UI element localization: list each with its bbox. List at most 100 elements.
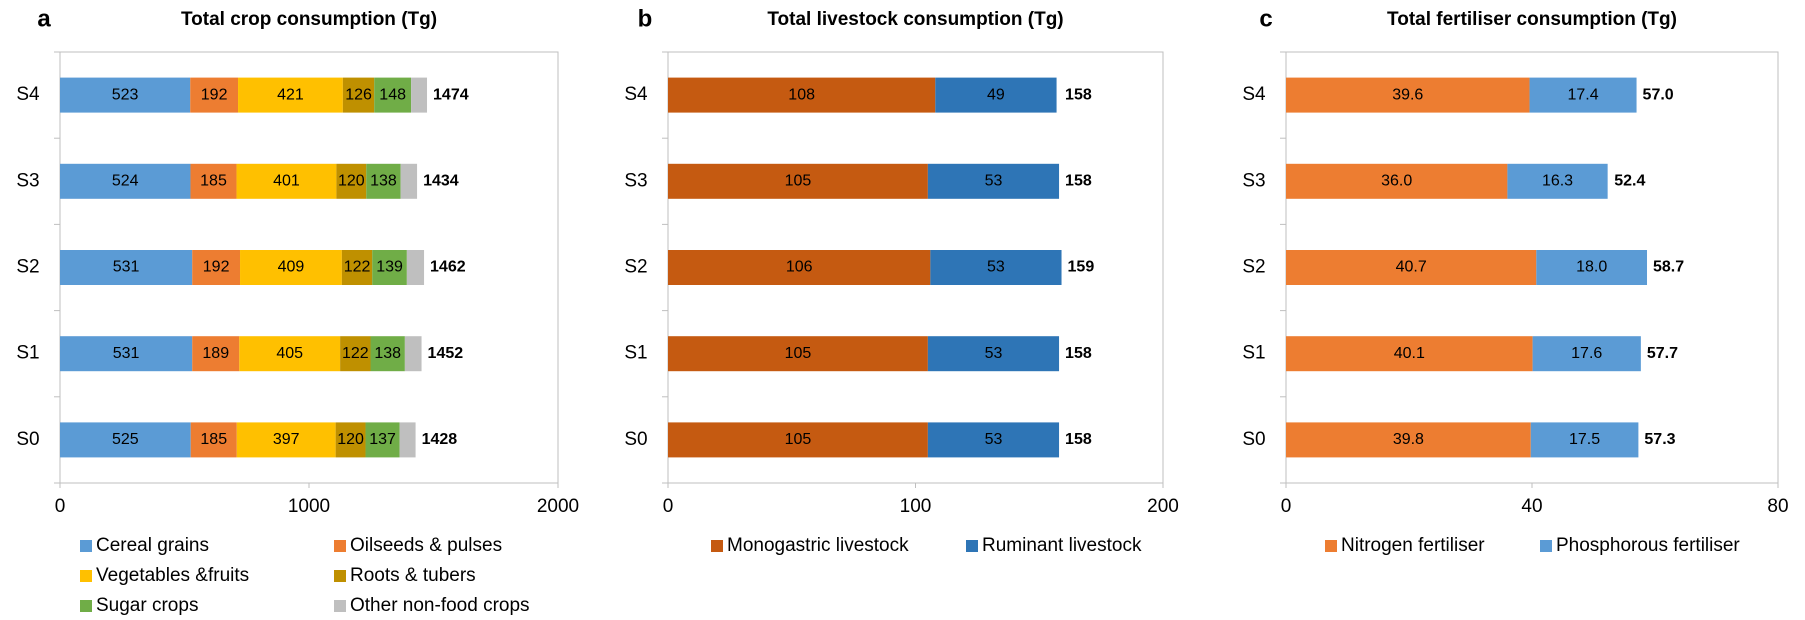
legend-label: Monogastric livestock [727, 535, 909, 556]
data-label: 36.0 [1381, 173, 1412, 190]
bar-segment [1532, 336, 1641, 372]
data-label: 53 [985, 173, 1003, 190]
bar-segment [1286, 422, 1531, 458]
x-tick-label: 0 [1281, 496, 1292, 517]
bar-segment [1286, 250, 1537, 285]
bar-segment [341, 250, 373, 285]
y-tick-label: S2 [1242, 257, 1265, 278]
total-label: 1474 [433, 86, 469, 103]
y-tick-label: S1 [1242, 343, 1265, 364]
data-label: 122 [342, 345, 369, 362]
total-label: 158 [1065, 86, 1092, 103]
legend-swatch [711, 540, 723, 552]
data-label: 397 [273, 431, 300, 448]
bar-segment [240, 250, 342, 285]
bar-segment [1286, 336, 1533, 372]
total-label: 158 [1065, 345, 1092, 362]
bar-segment [365, 422, 400, 458]
data-label: 409 [278, 259, 305, 276]
legend-label: Oilseeds & pulses [350, 535, 502, 556]
chart-title: Total fertiliser consumption (Tg) [1387, 9, 1677, 30]
data-label: 189 [202, 345, 229, 362]
data-label: 523 [112, 86, 139, 103]
bar-segment [927, 422, 1060, 458]
bar-segment [340, 336, 371, 372]
y-tick-label: S3 [624, 170, 647, 191]
data-label: 106 [786, 259, 813, 276]
y-tick-label: S1 [16, 343, 39, 364]
data-label: 53 [985, 345, 1003, 362]
bar-segment [374, 77, 412, 113]
chart-title: Total livestock consumption (Tg) [767, 9, 1063, 30]
data-label: 120 [337, 431, 364, 448]
bar-segment [236, 163, 337, 199]
data-label: 39.6 [1392, 86, 1423, 103]
legend-swatch [1325, 540, 1337, 552]
x-tick-label: 1000 [288, 496, 330, 517]
total-label: 57.0 [1643, 86, 1674, 103]
y-tick-label: S4 [1242, 84, 1266, 105]
bar-segment [336, 163, 367, 199]
bar-segment [60, 77, 191, 113]
bar-segment [1286, 77, 1530, 113]
bar-segment [927, 336, 1060, 372]
data-label: 17.4 [1567, 86, 1598, 103]
bar-segment [192, 250, 241, 285]
legend-swatch [80, 540, 92, 552]
data-label: 122 [344, 259, 371, 276]
bar-segment [668, 336, 928, 372]
bar-segment [1536, 250, 1648, 285]
y-tick-label: S3 [16, 170, 39, 191]
y-tick-label: S4 [624, 84, 648, 105]
data-label: 524 [112, 173, 139, 190]
legend-label: Cereal grains [96, 535, 209, 556]
data-label: 53 [987, 259, 1005, 276]
y-tick-label: S0 [624, 429, 647, 450]
legend-swatch [80, 570, 92, 582]
data-label: 105 [785, 431, 812, 448]
legend-swatch [80, 600, 92, 612]
total-label: 158 [1065, 431, 1092, 448]
x-tick-label: 100 [900, 496, 932, 517]
data-label: 49 [987, 86, 1005, 103]
total-label: 158 [1065, 173, 1092, 190]
bar-segment [190, 163, 237, 199]
legend-swatch [334, 600, 346, 612]
data-label: 185 [200, 431, 227, 448]
data-label: 421 [277, 86, 304, 103]
data-label: 126 [345, 86, 372, 103]
x-tick-label: 80 [1767, 496, 1788, 517]
y-tick-label: S2 [624, 257, 647, 278]
data-label: 405 [276, 345, 303, 362]
data-label: 108 [788, 86, 815, 103]
legend-label: Ruminant livestock [982, 535, 1142, 556]
data-label: 105 [785, 173, 812, 190]
x-tick-label: 0 [55, 496, 66, 517]
data-label: 16.3 [1542, 173, 1573, 190]
total-label: 52.4 [1614, 173, 1645, 190]
data-label: 531 [113, 345, 140, 362]
bar-segment [366, 163, 401, 199]
total-label: 1428 [422, 431, 458, 448]
legend-label: Vegetables &fruits [96, 565, 249, 586]
data-label: 53 [985, 431, 1003, 448]
bar-segment [1507, 163, 1608, 199]
data-label: 137 [369, 431, 396, 448]
panel-label: b [638, 5, 653, 32]
data-label: 192 [201, 86, 228, 103]
x-tick-label: 0 [663, 496, 674, 517]
bar-segment [668, 422, 928, 458]
x-tick-label: 200 [1147, 496, 1179, 517]
bar-segment [400, 163, 418, 199]
legend-label: Nitrogen fertiliser [1341, 535, 1485, 556]
bar-segment [60, 422, 191, 458]
legend-swatch [334, 570, 346, 582]
bar-segment [60, 163, 191, 199]
data-label: 40.1 [1394, 345, 1425, 362]
legend-swatch [334, 540, 346, 552]
y-tick-label: S1 [624, 343, 647, 364]
bar-segment [370, 336, 405, 372]
x-tick-label: 40 [1521, 496, 1542, 517]
legend-label: Roots & tubers [350, 565, 476, 586]
